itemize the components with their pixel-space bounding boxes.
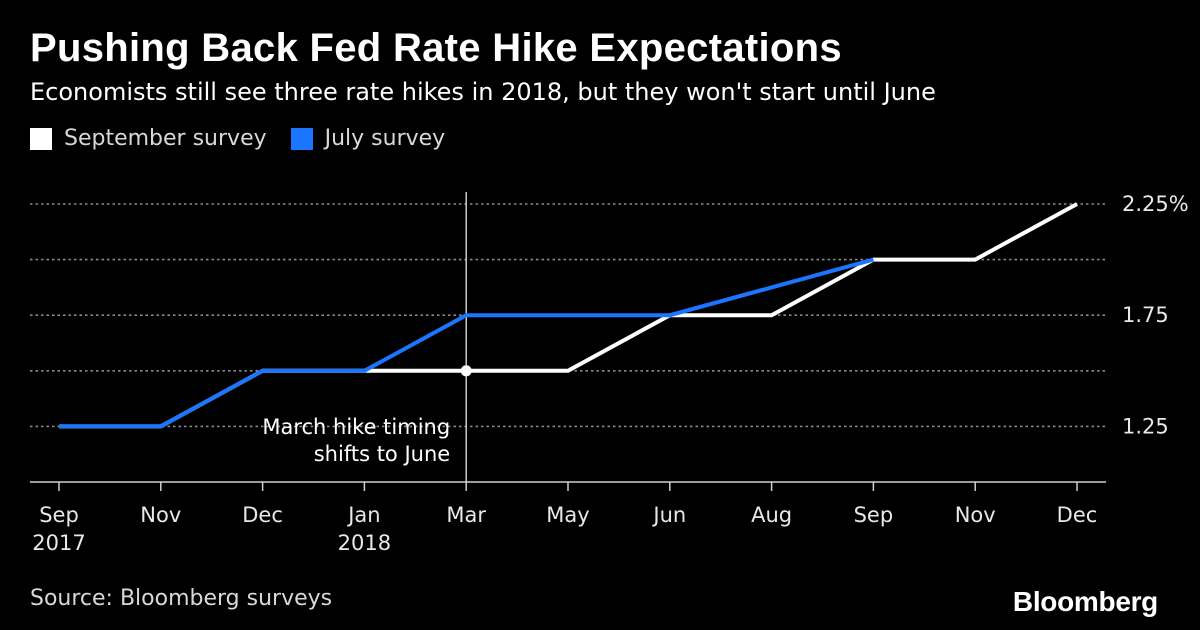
chart-title: Pushing Back Fed Rate Hike Expectations [30, 26, 842, 70]
x-tick-label: Sep [39, 503, 79, 527]
legend-label-july: July survey [324, 126, 446, 151]
legend-label-september: September survey [64, 126, 267, 151]
annotation-marker [460, 365, 472, 377]
x-tick-year-label: 2017 [32, 531, 85, 555]
legend-swatch-september [30, 127, 52, 150]
x-tick-label: Mar [446, 503, 486, 527]
source-note: Source: Bloomberg surveys [30, 586, 333, 611]
y-tick-label: 1.25 [1122, 414, 1169, 438]
series-line-july [59, 257, 874, 429]
x-tick-year-label: 2018 [338, 531, 391, 555]
x-tick-label: Dec [1057, 503, 1098, 527]
x-tick-label: Aug [751, 503, 792, 527]
y-tick-label: 2.25% [1122, 192, 1189, 216]
x-tick-label: Jun [651, 503, 686, 527]
x-tick-label: Nov [140, 503, 181, 527]
chart-subtitle: Economists still see three rate hikes in… [30, 78, 936, 106]
bloomberg-logo: Bloomberg [1012, 586, 1158, 617]
legend: September survey July survey [30, 126, 469, 151]
annotation-text-line1: March hike timing [262, 415, 450, 439]
annotation-text-line2: shifts to June [314, 442, 450, 466]
x-tick-label: Sep [854, 503, 894, 527]
legend-item-july: July survey [290, 126, 446, 151]
legend-item-september: September survey [30, 126, 267, 151]
x-tick-label: Jan [346, 503, 380, 527]
legend-swatch-july [290, 127, 313, 150]
x-tick-label: May [546, 503, 589, 527]
y-tick-label: 1.75 [1122, 303, 1169, 327]
x-tick-label: Dec [242, 503, 283, 527]
x-tick-label: Nov [955, 503, 996, 527]
